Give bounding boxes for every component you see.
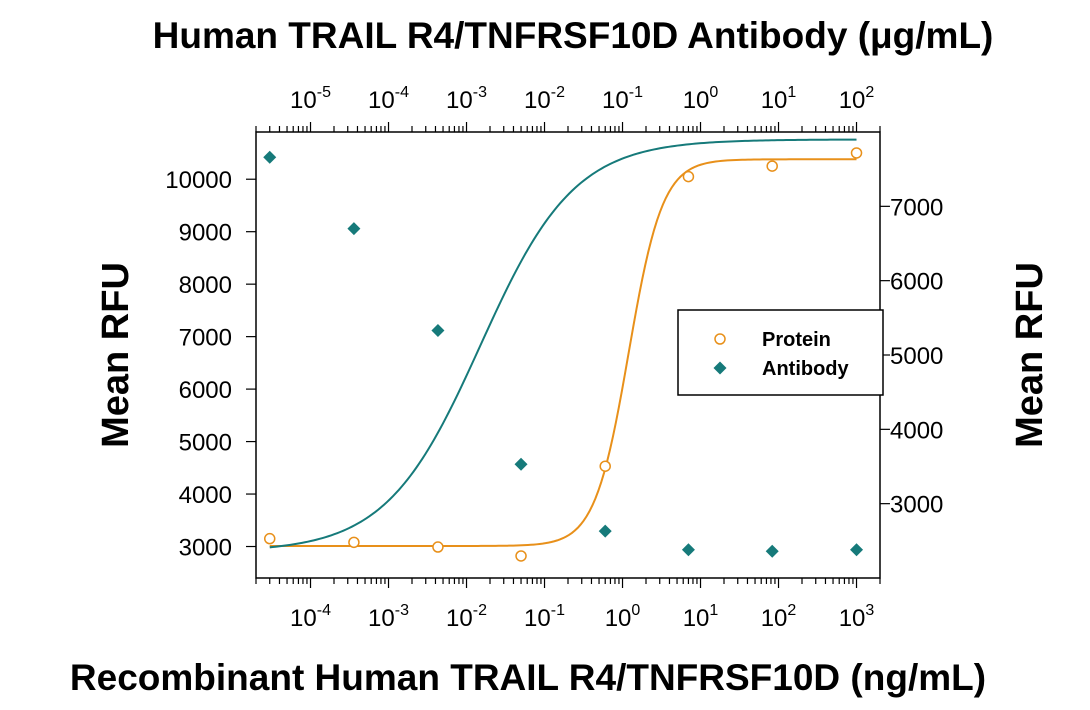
x-tick-label: 10-3 xyxy=(368,602,409,632)
x-tick-label: 103 xyxy=(839,602,875,632)
x-tick-label: 100 xyxy=(605,602,641,632)
y-tick-label: 9000 xyxy=(179,220,232,247)
data-point-protein xyxy=(263,532,276,545)
x-tick-label: 102 xyxy=(761,602,797,632)
x2-tick-label: 10-2 xyxy=(524,84,565,114)
y-axis-label-left: Mean RFU xyxy=(95,262,137,448)
y2-tick-label: 7000 xyxy=(890,194,943,221)
y-tick-label: 6000 xyxy=(179,377,232,404)
x2-tick-label: 10-1 xyxy=(602,84,643,114)
x-axis-label: Recombinant Human TRAIL R4/TNFRSF10D (ng… xyxy=(70,657,986,698)
data-point-antibody xyxy=(431,323,445,337)
data-point-antibody xyxy=(347,222,361,236)
chart-title: Human TRAIL R4/TNFRSF10D Antibody (μg/mL… xyxy=(153,15,994,56)
data-point-antibody xyxy=(514,457,528,471)
data-point-antibody xyxy=(681,543,695,557)
y2-tick-label: 3000 xyxy=(890,492,943,519)
data-point-protein xyxy=(348,536,360,549)
legend: Protein Antibody xyxy=(677,309,884,396)
y2-tick-label: 4000 xyxy=(890,417,943,444)
data-point-antibody xyxy=(598,524,612,538)
data-point-protein xyxy=(850,147,863,159)
data-point-protein xyxy=(432,541,444,553)
y-tick-label: 10000 xyxy=(165,167,232,194)
legend-label-antibody: Antibody xyxy=(762,358,850,380)
fit-curve-protein xyxy=(269,158,857,547)
data-point-antibody xyxy=(263,150,277,164)
y-tick-label: 7000 xyxy=(179,325,232,352)
y2-tick-label: 5000 xyxy=(890,343,943,370)
y-tick-label: 4000 xyxy=(179,482,232,509)
y2-tick-label: 6000 xyxy=(890,269,943,296)
legend-marker-protein xyxy=(714,333,726,345)
x2-tick-label: 10-5 xyxy=(290,84,331,114)
x2-tick-label: 102 xyxy=(839,84,875,114)
data-point-protein xyxy=(682,170,695,183)
x2-tick-label: 100 xyxy=(683,84,719,114)
data-point-protein xyxy=(599,460,611,472)
y-tick-label: 8000 xyxy=(179,272,232,299)
legend-marker-antibody xyxy=(713,361,727,375)
y-axis-label-right: Mean RFU xyxy=(1009,262,1051,448)
x-tick-label: 10-4 xyxy=(290,602,331,632)
x-tick-label: 10-2 xyxy=(446,602,487,632)
fit-curves xyxy=(269,138,857,549)
y-tick-label: 3000 xyxy=(179,535,232,562)
y-tick-label: 5000 xyxy=(179,430,232,457)
x2-tick-label: 101 xyxy=(761,84,797,114)
legend-label-protein: Protein xyxy=(762,329,831,351)
x2-tick-label: 10-3 xyxy=(446,84,487,114)
x-tick-label: 101 xyxy=(683,602,719,632)
data-point-protein xyxy=(515,550,527,562)
data-point-antibody xyxy=(765,544,779,558)
data-point-protein xyxy=(766,160,778,172)
data-points xyxy=(263,147,864,562)
axes: 10-4 10-3 10-2 10-1 100 101 102 103 10-5 10-4 10-3… xyxy=(165,84,943,632)
x-tick-label: 10-1 xyxy=(524,602,565,632)
data-point-antibody xyxy=(850,543,864,557)
fit-curve-antibody xyxy=(269,138,857,549)
x2-tick-label: 10-4 xyxy=(368,84,409,114)
legend-box xyxy=(677,309,884,396)
